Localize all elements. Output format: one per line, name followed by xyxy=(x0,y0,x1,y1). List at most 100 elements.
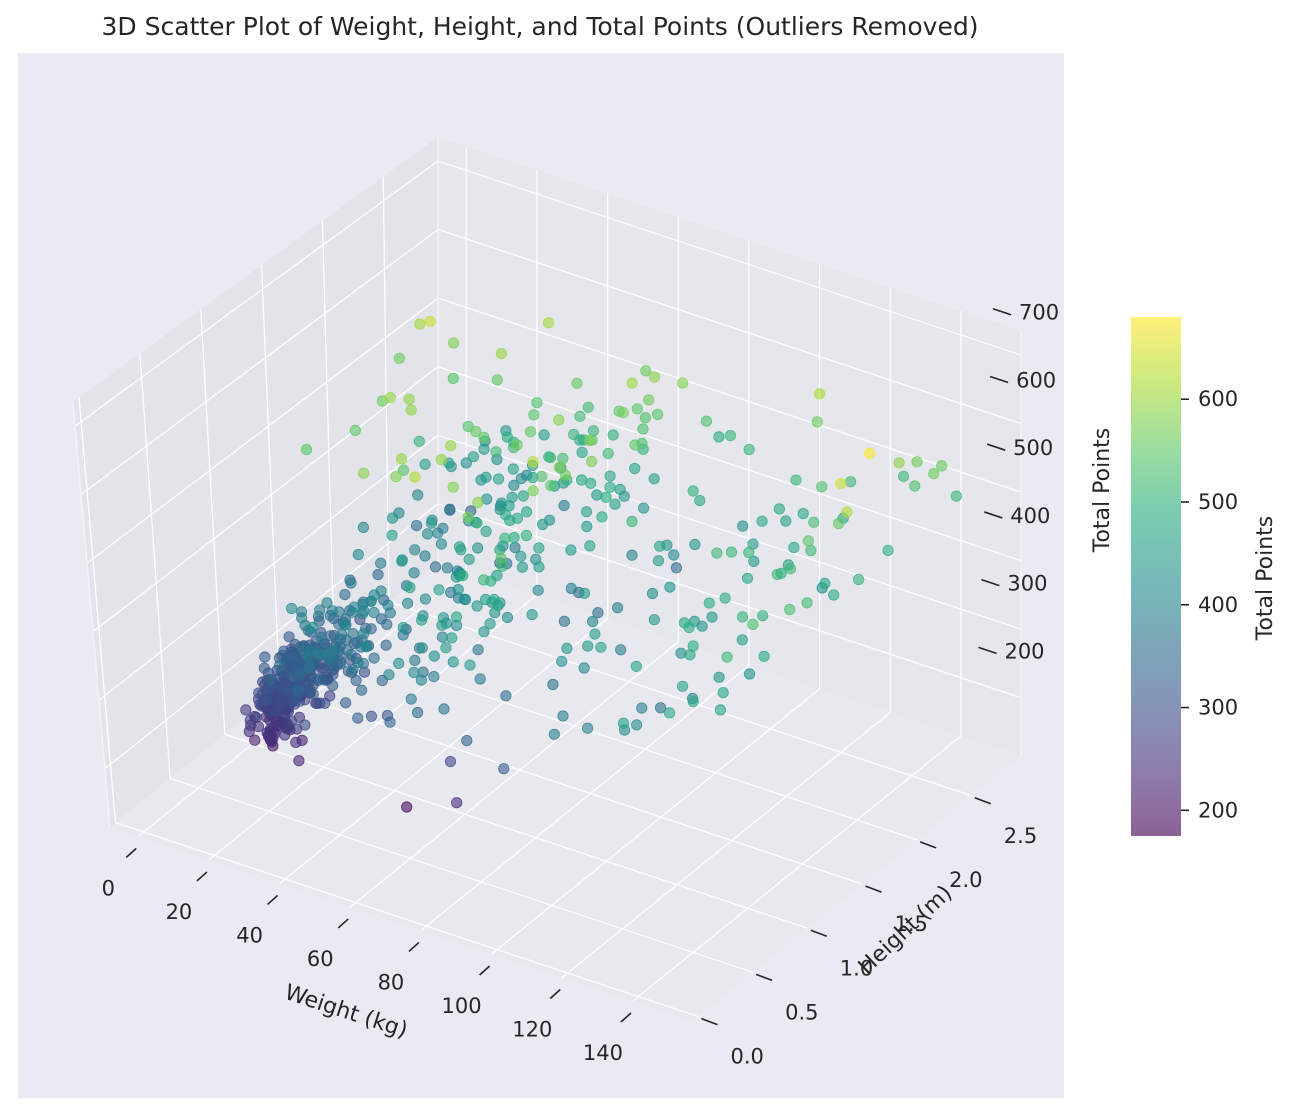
x-tick-mark xyxy=(196,871,208,882)
colorbar-tick-label: 300 xyxy=(1198,696,1238,720)
scatter-point xyxy=(381,618,393,631)
scatter-point xyxy=(527,485,539,497)
scatter-point xyxy=(527,456,539,468)
colorbar-gradient xyxy=(1131,317,1181,836)
scatter-point xyxy=(303,662,315,674)
scatter-point xyxy=(582,401,594,413)
y-tick-label: 0.0 xyxy=(730,1045,763,1069)
z-tick-label: 700 xyxy=(1019,301,1059,325)
scatter-point xyxy=(626,377,638,389)
x-tick-label: 60 xyxy=(307,947,334,971)
y-tick-label: 1.0 xyxy=(840,956,873,980)
scatter-point xyxy=(368,606,380,619)
scatter-point xyxy=(444,504,456,516)
scatter-point xyxy=(306,621,319,634)
scatter-point xyxy=(604,481,616,493)
scatter-point xyxy=(828,589,840,601)
colorbar-tick-label: 200 xyxy=(1198,798,1238,822)
scatter-point xyxy=(319,697,331,709)
scatter-point xyxy=(312,673,324,685)
scatter-point xyxy=(499,509,512,521)
scatter-point xyxy=(604,470,616,482)
scatter-point xyxy=(651,408,664,421)
grid-line-y-floor xyxy=(279,689,863,885)
scatter-point xyxy=(637,502,650,514)
scatter-point xyxy=(321,597,333,609)
scatter-point xyxy=(459,593,472,606)
scatter-point xyxy=(611,602,624,614)
scatter-point xyxy=(713,671,725,683)
scatter-point xyxy=(648,371,661,383)
z-axis-label: Total Points xyxy=(1090,428,1115,553)
scatter-point xyxy=(631,403,643,415)
z-tick-label: 400 xyxy=(1010,504,1050,528)
grid-line-x-floor xyxy=(632,735,962,1002)
scatter-point xyxy=(703,597,715,609)
scatter-point xyxy=(495,347,507,360)
scatter-point xyxy=(654,540,666,552)
scatter-point xyxy=(408,567,420,579)
scatter-point xyxy=(788,541,800,554)
scatter-point xyxy=(882,544,894,557)
scatter-point xyxy=(528,409,540,421)
y-tick-label: 1.5 xyxy=(894,912,927,936)
scatter-point xyxy=(415,614,428,626)
z-tick-mark xyxy=(981,578,1000,587)
scatter-point xyxy=(654,702,667,714)
scatter-point xyxy=(441,562,453,574)
scatter-point xyxy=(471,517,483,529)
scatter-point xyxy=(258,662,270,674)
scatter-point xyxy=(467,451,480,463)
scatter-point xyxy=(293,669,305,681)
scatter-point xyxy=(585,455,598,468)
scatter-point xyxy=(687,695,699,708)
scatter-point xyxy=(743,668,756,680)
x-tick-label: 40 xyxy=(236,923,263,947)
scatter-point xyxy=(484,618,496,630)
scatter-point xyxy=(472,542,484,554)
scatter-point xyxy=(450,611,463,623)
scatter-point xyxy=(415,674,427,686)
scatter-point xyxy=(841,506,853,518)
scatter-point xyxy=(520,506,533,518)
scatter-point xyxy=(576,446,588,458)
scatter-point xyxy=(536,470,548,482)
scatter-point xyxy=(349,424,361,436)
scatter-point xyxy=(358,467,370,479)
scatter-point xyxy=(747,618,759,631)
scatter-point xyxy=(445,440,457,452)
scatter-point xyxy=(436,619,448,631)
scatter-point xyxy=(345,648,357,661)
colorbar-tick-label: 500 xyxy=(1198,490,1238,514)
scatter-point xyxy=(694,494,706,507)
x-tick-mark xyxy=(267,894,279,906)
scatter-point xyxy=(736,634,748,646)
grid-line-y-left xyxy=(200,309,226,735)
scatter-point xyxy=(717,686,729,699)
scatter-point xyxy=(587,425,600,437)
z-tick-label: 200 xyxy=(1004,639,1044,663)
scatter-point xyxy=(687,485,699,497)
grid-line-z-left xyxy=(80,229,439,496)
scatter-point xyxy=(429,561,442,573)
scatter-point xyxy=(526,609,538,621)
scatter-point xyxy=(607,429,619,441)
scatter-point xyxy=(589,628,601,640)
grid-line-x-floor xyxy=(349,641,679,908)
grid-line-x-floor xyxy=(420,664,750,931)
scatter-point xyxy=(600,491,612,503)
scatter-point xyxy=(260,694,272,706)
scatter-point xyxy=(897,470,910,482)
scatter-point xyxy=(580,506,593,518)
scatter-point xyxy=(501,611,514,624)
scatter-point xyxy=(360,641,372,653)
scatter-point xyxy=(428,670,440,683)
scatter-point xyxy=(802,535,815,547)
scatter-point xyxy=(397,464,410,476)
scatter-point xyxy=(259,651,271,663)
scatter-point xyxy=(283,631,295,643)
x-tick-mark xyxy=(549,988,561,1000)
scatter-point xyxy=(544,451,557,464)
scatter-point xyxy=(558,615,571,627)
